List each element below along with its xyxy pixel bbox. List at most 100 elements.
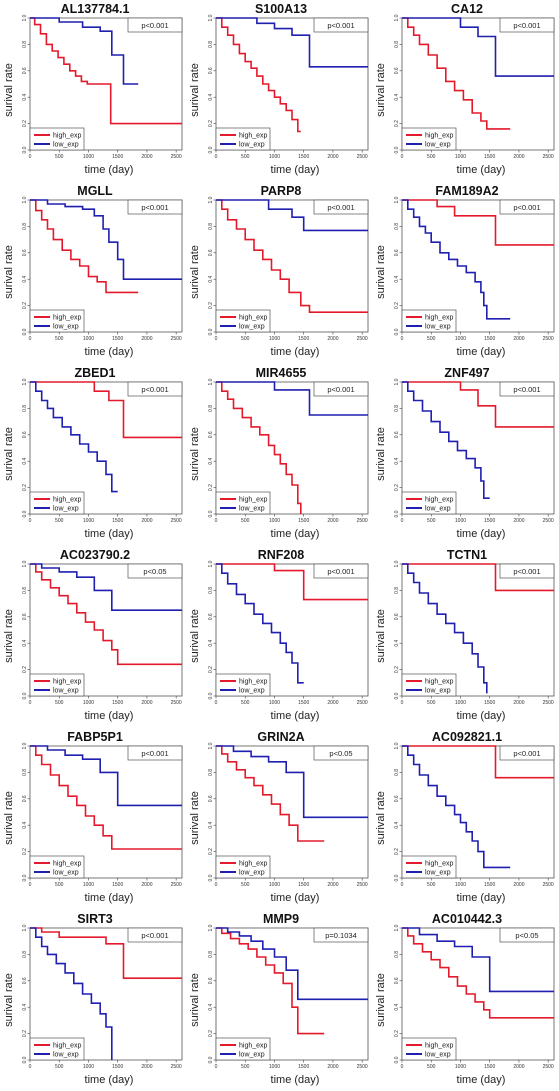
legend-label-high: high_exp bbox=[53, 315, 82, 322]
survival-curve-low-exp bbox=[216, 17, 368, 68]
x-tick-label: 500 bbox=[55, 1064, 64, 1070]
legend-label-low: low_exp bbox=[53, 142, 79, 149]
x-tick-label: 1000 bbox=[269, 336, 280, 342]
x-axis-label: time (day) bbox=[84, 710, 134, 722]
survival-curve-high-exp bbox=[216, 745, 325, 842]
p-value-text: p<0.05 bbox=[515, 931, 538, 940]
p-value-box bbox=[499, 563, 555, 579]
y-tick-label: 0.8 bbox=[22, 769, 28, 776]
plot-frame bbox=[29, 927, 183, 1061]
x-axis-label: time (day) bbox=[84, 346, 134, 358]
y-tick-label: 0.2 bbox=[394, 848, 400, 855]
x-tick-label: 1000 bbox=[455, 518, 466, 524]
km-plot-svg: 0.0 0.2 0.4 0.6 0.8 1.0 0 500 1000 1500 2000 2500 p<… bbox=[22, 924, 183, 1070]
y-tick-label: 0.0 bbox=[22, 328, 28, 335]
x-tick-label: 1000 bbox=[269, 518, 280, 524]
x-tick-label: 2500 bbox=[171, 518, 182, 524]
plot-frame bbox=[401, 381, 555, 515]
x-tick-label: 1000 bbox=[455, 882, 466, 888]
y-tick-label: 0.6 bbox=[22, 249, 28, 256]
x-tick-label: 500 bbox=[427, 1064, 436, 1070]
legend-label-low: low_exp bbox=[239, 688, 265, 695]
y-tick-label: 1.0 bbox=[208, 560, 214, 567]
chart-title: FAM189A2 bbox=[435, 184, 499, 198]
survival-curve-low-exp bbox=[216, 745, 368, 819]
survival-curve-high-exp bbox=[402, 17, 511, 130]
legend-label-high: high_exp bbox=[53, 133, 82, 140]
x-tick-label: 2000 bbox=[513, 1064, 524, 1070]
x-tick-label: 2500 bbox=[357, 1064, 368, 1070]
y-tick-label: 0.4 bbox=[394, 458, 400, 465]
y-tick-label: 0.0 bbox=[208, 1056, 214, 1063]
chart-title: CA12 bbox=[451, 2, 483, 16]
x-tick-label: 500 bbox=[241, 336, 250, 342]
x-tick-label: 0 bbox=[401, 154, 404, 160]
km-panel: PARP8 surival rate time (day) 0.0 0.2 0.4 0.6 0… bbox=[188, 182, 374, 363]
km-plot-svg: 0.0 0.2 0.4 0.6 0.8 1.0 0 500 1000 1500 2000 2500 p<… bbox=[22, 560, 183, 706]
y-tick-label: 0.8 bbox=[208, 769, 214, 776]
p-value-text: p<0.001 bbox=[141, 21, 168, 30]
chart-title: MGLL bbox=[77, 184, 113, 198]
y-tick-label: 0.2 bbox=[208, 302, 214, 309]
legend-label-high: high_exp bbox=[53, 679, 82, 686]
x-tick-label: 2000 bbox=[327, 518, 338, 524]
y-tick-label: 1.0 bbox=[22, 378, 28, 385]
y-tick-label: 1.0 bbox=[208, 14, 214, 21]
p-value-box bbox=[499, 17, 555, 33]
y-tick-label: 1.0 bbox=[22, 560, 28, 567]
survival-curve-high-exp bbox=[216, 927, 325, 1035]
y-tick-label: 0.8 bbox=[394, 223, 400, 230]
x-tick-label: 0 bbox=[401, 700, 404, 706]
y-tick-label: 0.2 bbox=[394, 302, 400, 309]
x-tick-label: 2000 bbox=[327, 700, 338, 706]
plot-frame bbox=[215, 745, 369, 879]
legend-label-high: high_exp bbox=[425, 679, 454, 686]
x-tick-label: 1500 bbox=[484, 336, 495, 342]
x-tick-label: 2500 bbox=[171, 1064, 182, 1070]
legend-label-low: low_exp bbox=[425, 324, 451, 331]
p-value-box bbox=[127, 17, 183, 33]
survival-curve-low-exp bbox=[30, 17, 139, 85]
x-tick-label: 500 bbox=[427, 518, 436, 524]
y-tick-label: 1.0 bbox=[208, 378, 214, 385]
x-tick-label: 0 bbox=[215, 700, 218, 706]
x-tick-label: 2000 bbox=[327, 336, 338, 342]
km-plot-svg: 0.0 0.2 0.4 0.6 0.8 1.0 0 500 1000 1500 2000 2500 p<… bbox=[394, 924, 555, 1070]
x-tick-label: 2500 bbox=[543, 336, 554, 342]
km-plot-svg: 0.0 0.2 0.4 0.6 0.8 1.0 0 500 1000 1500 2000 2500 p<… bbox=[394, 14, 555, 160]
plot-frame bbox=[215, 199, 369, 333]
x-tick-label: 500 bbox=[427, 700, 436, 706]
chart-title: ZNF497 bbox=[444, 366, 490, 380]
y-tick-label: 0.8 bbox=[22, 405, 28, 412]
x-tick-label: 500 bbox=[241, 154, 250, 160]
survival-curve-high-exp bbox=[30, 563, 182, 666]
x-tick-label: 2500 bbox=[543, 1064, 554, 1070]
y-tick-label: 0.0 bbox=[394, 328, 400, 335]
km-panel: CA12 surival rate time (day) 0.0 0.2 0.4 0.6 0.… bbox=[374, 0, 559, 181]
x-tick-label: 2000 bbox=[513, 518, 524, 524]
y-tick-label: 0.4 bbox=[394, 822, 400, 829]
y-tick-label: 0.8 bbox=[394, 951, 400, 958]
y-tick-label: 0.6 bbox=[22, 795, 28, 802]
survival-curve-low-exp bbox=[402, 381, 490, 499]
survival-curve-high-exp bbox=[402, 563, 554, 592]
y-tick-label: 0.0 bbox=[22, 510, 28, 517]
x-tick-label: 1500 bbox=[484, 700, 495, 706]
y-tick-label: 0.4 bbox=[22, 276, 28, 283]
y-tick-label: 0.4 bbox=[22, 94, 28, 101]
legend-label-high: high_exp bbox=[425, 315, 454, 322]
survival-curve-high-exp bbox=[402, 745, 554, 779]
x-tick-label: 2000 bbox=[141, 1064, 152, 1070]
y-tick-label: 1.0 bbox=[22, 14, 28, 21]
y-tick-label: 0.4 bbox=[394, 1004, 400, 1011]
y-tick-label: 0.8 bbox=[22, 223, 28, 230]
y-tick-label: 0.2 bbox=[22, 666, 28, 673]
y-tick-label: 0.2 bbox=[22, 302, 28, 309]
x-axis-label: time (day) bbox=[456, 164, 506, 176]
x-tick-label: 0 bbox=[215, 154, 218, 160]
legend-label-low: low_exp bbox=[425, 506, 451, 513]
p-value-box bbox=[313, 927, 369, 943]
p-value-text: p<0.001 bbox=[513, 21, 540, 30]
p-value-text: p=0.1034 bbox=[325, 931, 357, 940]
chart-title: ZBED1 bbox=[74, 366, 116, 380]
